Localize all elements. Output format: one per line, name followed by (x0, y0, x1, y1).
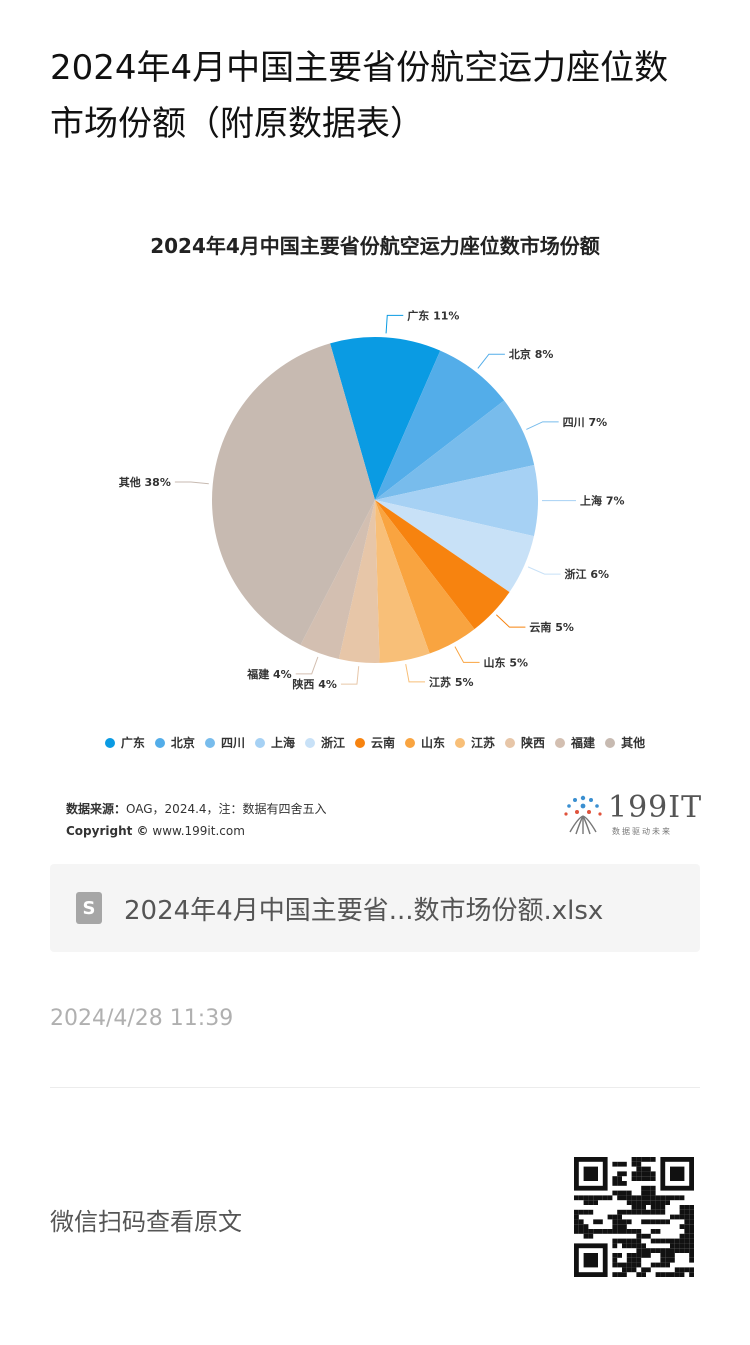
source-text: OAG，2024.4，注：数据有四舍五入 (126, 802, 327, 816)
pie-slice-6 (375, 500, 475, 654)
legend-label: 浙江 (320, 736, 345, 750)
legend-swatch (104, 737, 115, 748)
legend-item-8: 陕西 (505, 734, 545, 751)
chart-title: 2024年4月中国主要省份航空运力座位数市场份额 (150, 234, 600, 258)
data-label-10: 其他 38% (119, 475, 171, 489)
leader-line-7 (405, 664, 426, 683)
copyright-url: www.199it.com (152, 824, 245, 838)
legend-item-9: 福建 (555, 734, 595, 751)
legend-item-3: 上海 (254, 734, 295, 751)
legend-swatch (154, 737, 165, 748)
legend-label: 山东 (421, 736, 446, 750)
legend-swatch (204, 737, 215, 748)
legend-item-6: 山东 (405, 734, 445, 751)
legend-swatch (405, 737, 415, 748)
data-label-8: 陕西 4% (292, 677, 337, 691)
legend-swatch (605, 737, 616, 748)
data-label-7: 江苏 5% (429, 675, 474, 689)
divider (50, 1087, 700, 1088)
legend-item-0: 广东 (104, 734, 145, 751)
data-label-5: 云南 5% (529, 620, 574, 634)
data-label-1: 北京 8% (509, 347, 554, 361)
legend-swatch (505, 737, 516, 748)
publish-timestamp: 2024/4/28 11:39 (50, 1006, 234, 1031)
leader-line-4 (527, 566, 561, 575)
pie-slice-3 (375, 464, 538, 537)
chart-image: 2024年4月中国主要省份航空运力座位数市场份额 广东 11% 北京 8% 四川 7… (50, 210, 703, 850)
pie-slice-0 (330, 337, 441, 500)
pie-chart: 广东 11% 北京 8% 四川 7% 上海 7% 浙江 6% 云南 5% 山东 5% 江苏 5… (119, 308, 625, 691)
legend-swatch (304, 737, 315, 748)
legend-label: 上海 (270, 736, 295, 750)
copyright-label: Copyright © (66, 824, 149, 838)
pie-slice-10 (212, 343, 375, 645)
scan-prompt: 微信扫码查看原文 (50, 1208, 242, 1236)
leader-line-1 (477, 353, 505, 369)
legend-label: 四川 (220, 736, 245, 750)
brand-tagline: 数据驱动未来 (612, 827, 672, 836)
pie-slice-1 (375, 350, 505, 500)
data-label-2: 四川 7% (563, 416, 608, 429)
brand-dots-icon (564, 795, 602, 835)
brand-logo: 199IT 数据驱动未来 (560, 790, 703, 840)
pie-slice-4 (375, 500, 534, 593)
leader-line-5 (495, 614, 526, 628)
legend-swatch (254, 737, 265, 748)
legend-item-2: 四川 (204, 734, 245, 751)
leader-line-9 (295, 656, 319, 675)
pie-slice-8 (338, 500, 380, 663)
data-label-3: 上海 7% (580, 494, 625, 508)
pie-slice-2 (375, 400, 535, 500)
pie-slice-9 (300, 500, 375, 659)
legend-item-7: 江苏 (455, 734, 495, 751)
data-label-9: 福建 4% (246, 667, 292, 681)
legend-label: 北京 (170, 736, 195, 750)
legend-label: 云南 (370, 736, 395, 750)
qr-code-icon[interactable] (574, 1157, 694, 1277)
legend-item-10: 其他 (605, 734, 645, 751)
legend-label: 广东 (120, 736, 145, 750)
legend-label: 陕西 (521, 736, 546, 750)
pie-slice-5 (375, 500, 510, 630)
leader-line-10 (174, 481, 209, 485)
data-label-4: 浙江 6% (565, 567, 610, 581)
attachment-card[interactable]: S 2024年4月中国主要省...数市场份额.xlsx (50, 864, 700, 952)
attachment-file-name: 2024年4月中国主要省...数市场份额.xlsx (124, 895, 604, 926)
brand-name: 199IT (608, 790, 703, 825)
legend-label: 江苏 (471, 736, 496, 750)
page-title: 2024年4月中国主要省份航空运力座位数市场份额（附原数据表） (50, 48, 669, 144)
spreadsheet-file-icon: S (76, 892, 102, 924)
pie-slice-7 (375, 500, 430, 663)
legend-swatch (455, 737, 466, 748)
leader-line-6 (454, 646, 480, 663)
data-label-6: 山东 5% (484, 655, 529, 669)
legend-item-1: 北京 (154, 734, 195, 751)
chart-source: 数据来源：OAG，2024.4，注：数据有四舍五入 Copyright © ww… (66, 798, 327, 842)
chart-legend: 广东 北京 四川 上海 浙江 云南 山东 江苏 陕西 福建 其他 (50, 734, 700, 751)
data-label-0: 广东 11% (407, 308, 459, 322)
leader-line-2 (526, 421, 559, 430)
legend-swatch (354, 737, 365, 748)
legend-label: 福建 (571, 736, 596, 750)
leader-line-8 (340, 666, 360, 685)
file-icon-letter: S (82, 897, 96, 919)
legend-item-5: 云南 (354, 734, 395, 751)
legend-item-4: 浙江 (304, 734, 345, 751)
leader-line-0 (385, 314, 404, 334)
legend-label: 其他 (621, 736, 646, 750)
legend-swatch (555, 737, 566, 748)
source-label: 数据来源： (66, 802, 127, 816)
